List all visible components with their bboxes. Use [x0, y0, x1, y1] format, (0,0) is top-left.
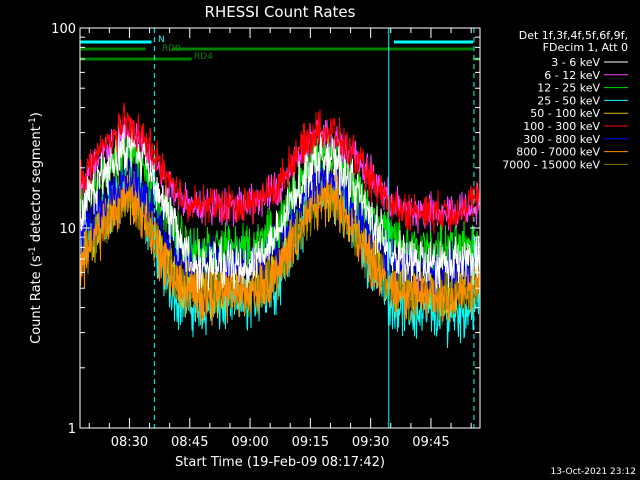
y-tick-label: 10: [59, 222, 76, 237]
legend-entry-label: 25 - 50 keV: [537, 94, 600, 107]
legend-entry-label: 3 - 6 keV: [551, 56, 600, 69]
legend-header-line: Det 1f,3f,4f,5f,6f,9f,: [519, 29, 628, 42]
series-line: [79, 124, 481, 294]
y-tick-label: 1: [68, 422, 76, 437]
footer-timestamp: 13-Oct-2021 23:12: [551, 467, 636, 477]
legend: Det 1f,3f,4f,5f,6f,9f,FDecim 1, Att 0 3 -…: [502, 29, 628, 171]
x-tick-label: 09:45: [412, 435, 449, 450]
flag-label-rd4: RD4: [194, 52, 213, 62]
series-line: [79, 124, 481, 273]
legend-entry-label: 800 - 7000 keV: [516, 146, 600, 159]
series-line: [79, 116, 481, 234]
flag-label-rd0: RD0: [162, 44, 181, 54]
legend-header-line: FDecim 1, Att 0: [543, 41, 628, 54]
legend-entry-label: 7000 - 15000 keV: [502, 158, 600, 171]
legend-entry-label: 12 - 25 keV: [537, 82, 600, 95]
x-axis-label: Start Time (19-Feb-09 08:17:42): [175, 455, 385, 470]
legend-entry-label: 6 - 12 keV: [544, 69, 600, 82]
x-axis-ticks: 08:30 08:45 09:00 09:15 09:30 09:45: [88, 28, 472, 450]
legend-entry-label: 50 - 100 keV: [530, 107, 600, 120]
series-line: [79, 170, 481, 326]
y-axis-ticks: 1 10 100: [51, 22, 480, 437]
x-tick-label: 09:00: [231, 435, 268, 450]
legend-entry-label: 100 - 300 keV: [523, 120, 600, 133]
y-axis-label: Count Rate (s-1 detector segment-1): [28, 112, 44, 344]
series-line: [79, 102, 481, 234]
series-lines: [79, 102, 481, 348]
x-tick-label: 09:30: [352, 435, 389, 450]
x-tick-label: 09:15: [292, 435, 329, 450]
x-tick-label: 08:45: [171, 435, 208, 450]
legend-entry-label: 300 - 800 keV: [523, 133, 600, 146]
y-tick-label: 100: [51, 22, 76, 37]
flag-label-n: N: [158, 35, 165, 45]
chart-title: RHESSI Count Rates: [205, 3, 356, 21]
x-tick-label: 08:30: [111, 435, 148, 450]
